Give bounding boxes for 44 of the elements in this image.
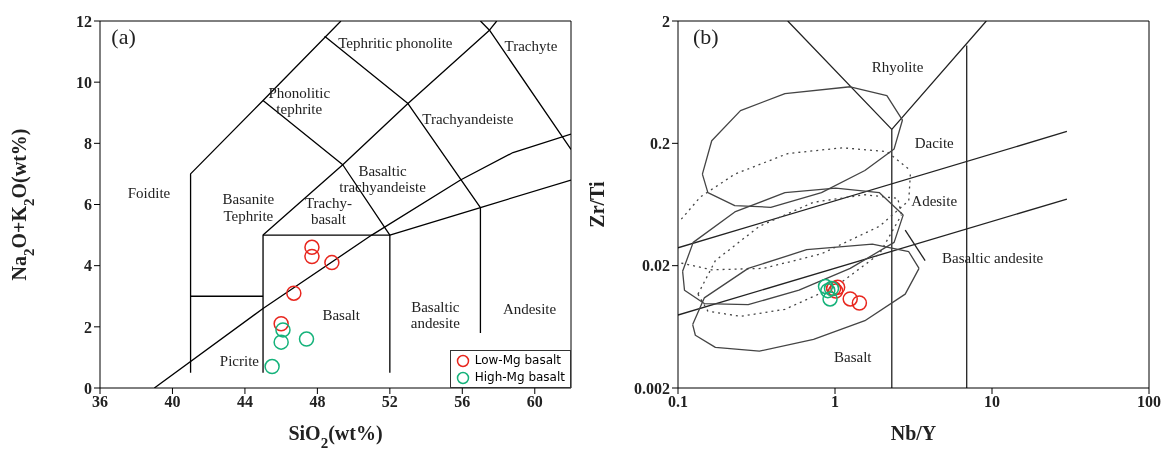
x-tick-label: 100 bbox=[1137, 393, 1161, 411]
annotation: Andesite bbox=[502, 300, 557, 317]
annotation: Tephritic phonolite bbox=[338, 34, 453, 51]
annotation: Trachyte bbox=[504, 37, 558, 54]
x-tick-label: 10 bbox=[984, 393, 1000, 411]
annotation: Trachyandeiste bbox=[422, 111, 514, 128]
y-tick-label: 8 bbox=[84, 135, 92, 153]
x-tick-label: 1 bbox=[831, 393, 839, 411]
annotation: Phonolitic tephrite bbox=[268, 84, 331, 118]
x-tick-label: 48 bbox=[309, 393, 326, 411]
x-tick-label: 0.1 bbox=[668, 393, 688, 411]
annotation: Adesite bbox=[911, 192, 958, 209]
x-axis-title: SiO$_{2}$(wt%) bbox=[288, 422, 383, 450]
annotation: Basaltic andesite bbox=[410, 298, 461, 332]
annotation: Foidite bbox=[127, 184, 171, 201]
x-axis-title: Nb/Y bbox=[890, 422, 937, 444]
annotation: Basalt bbox=[322, 306, 361, 323]
y-tick-label: 6 bbox=[84, 196, 92, 214]
annotation: Dacite bbox=[914, 135, 955, 152]
x-tick-label: 36 bbox=[92, 393, 108, 411]
annotation: Picrite bbox=[219, 352, 260, 369]
x-tick-label: 40 bbox=[164, 393, 181, 411]
annotation: Basanite Tephrite bbox=[222, 191, 275, 224]
y-tick-label: 12 bbox=[76, 12, 92, 30]
y-tick-label: 0 bbox=[84, 379, 92, 397]
y-tick-label: 2 bbox=[662, 12, 670, 30]
x-tick-label: 56 bbox=[454, 393, 471, 411]
y-tick-label: 10 bbox=[76, 73, 92, 91]
legend-label: High-Mg basalt bbox=[474, 369, 565, 386]
x-tick-label: 60 bbox=[526, 393, 543, 411]
annotation: Rhyolite bbox=[871, 58, 924, 75]
x-tick-label: 44 bbox=[236, 393, 253, 411]
y-tick-label: 0.02 bbox=[642, 257, 670, 275]
annotation: Basalt bbox=[833, 349, 873, 366]
y-tick-label: 0.002 bbox=[634, 379, 670, 397]
annotation: Trachy- basalt bbox=[304, 194, 352, 228]
y-axis-title: Zr/Ti bbox=[586, 180, 608, 228]
x-tick-label: 52 bbox=[381, 393, 398, 411]
y-tick-label: 4 bbox=[84, 257, 92, 275]
y-tick-label: 0.2 bbox=[650, 135, 670, 153]
legend-label: Low-Mg basalt bbox=[474, 352, 562, 369]
y-tick-label: 2 bbox=[84, 318, 92, 336]
annotation: (a) bbox=[111, 24, 136, 50]
annotation: (b) bbox=[692, 24, 719, 50]
